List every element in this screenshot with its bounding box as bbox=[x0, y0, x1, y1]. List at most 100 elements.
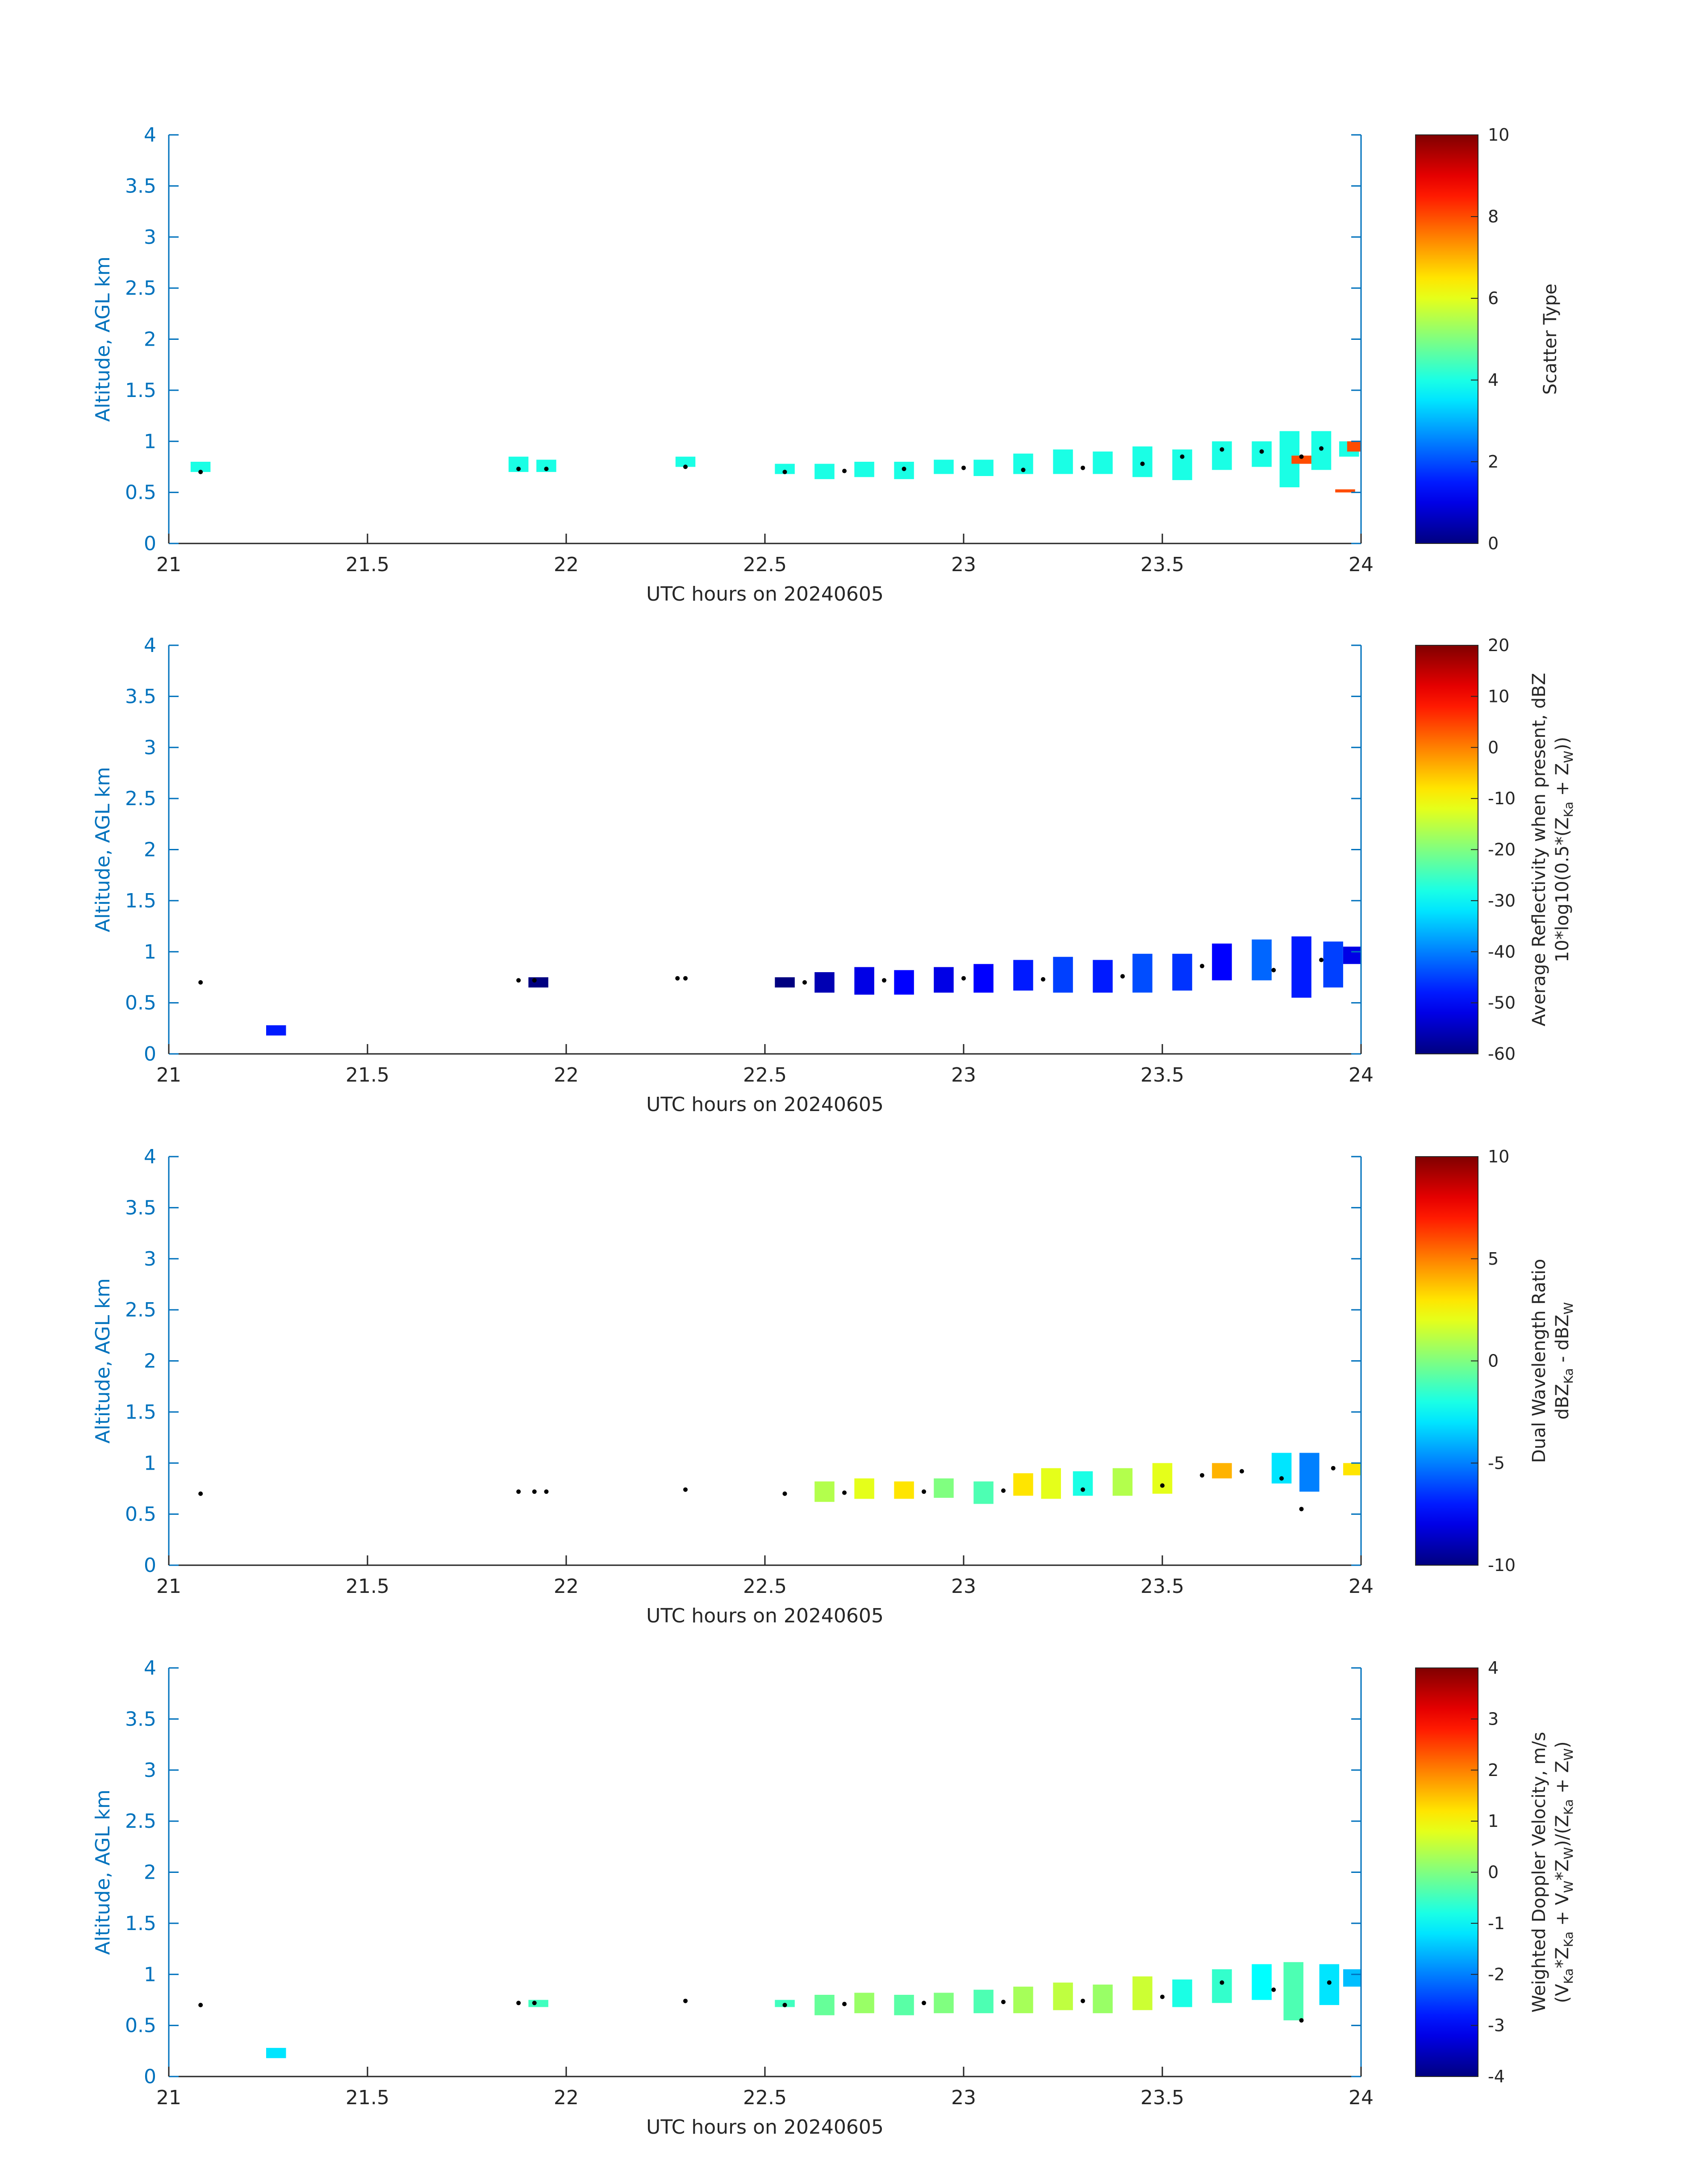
heatmap-cell bbox=[1252, 1964, 1272, 2000]
x-tick-label: 21.5 bbox=[346, 2086, 389, 2109]
colorbar-tick-label: 5 bbox=[1488, 1249, 1499, 1269]
x-tick-label: 21 bbox=[156, 553, 181, 576]
marker-dot bbox=[1299, 1507, 1304, 1512]
marker-dot bbox=[532, 2001, 537, 2006]
x-tick-label: 21 bbox=[156, 1575, 181, 1598]
heatmap-cell bbox=[973, 1989, 994, 2014]
marker-dot bbox=[532, 1489, 537, 1494]
colorbar-tick-label: -5 bbox=[1488, 1453, 1505, 1473]
y-tick-label: 0 bbox=[144, 1043, 156, 1066]
heatmap-cell bbox=[973, 964, 994, 993]
marker-dot bbox=[961, 976, 966, 981]
marker-dot bbox=[1200, 1473, 1204, 1478]
x-tick-label: 22 bbox=[554, 553, 579, 576]
colorbar-label: Average Reflectivity when present, dBZ bbox=[1529, 673, 1549, 1026]
heatmap-cell bbox=[1172, 449, 1192, 481]
x-axis-label: UTC hours on 20240605 bbox=[646, 583, 884, 606]
x-tick-label: 23.5 bbox=[1140, 1575, 1184, 1598]
y-tick-label: 2 bbox=[144, 1861, 156, 1884]
colorbar-label: Dual Wavelength Ratio bbox=[1529, 1259, 1549, 1463]
heatmap-cell bbox=[1343, 946, 1361, 964]
formula-part: )) bbox=[1552, 737, 1573, 751]
colorbar-tick-label: -40 bbox=[1488, 942, 1516, 961]
formula-part: - dBZ bbox=[1552, 1315, 1573, 1368]
heatmap-cell bbox=[1212, 441, 1232, 470]
heatmap-cell bbox=[934, 967, 954, 993]
marker-dot bbox=[683, 464, 688, 469]
heatmap-cell bbox=[266, 2047, 286, 2058]
heatmap-cell bbox=[1073, 1471, 1093, 1496]
marker-dot bbox=[1160, 1994, 1165, 1999]
heatmap-cell bbox=[1112, 1468, 1133, 1496]
heatmap-cell bbox=[814, 972, 835, 993]
x-axis-label: UTC hours on 20240605 bbox=[646, 2116, 884, 2139]
marker-dot bbox=[802, 980, 807, 985]
y-axis-label: Altitude, AGL km bbox=[92, 1278, 114, 1443]
marker-dot bbox=[198, 1491, 203, 1496]
formula-part: Ka bbox=[1561, 802, 1576, 817]
x-tick-label: 24 bbox=[1349, 1575, 1374, 1598]
y-tick-label: 4 bbox=[144, 634, 156, 657]
marker-dot bbox=[1279, 1476, 1284, 1481]
marker-dot bbox=[516, 467, 521, 471]
colorbar-tick-label: 6 bbox=[1488, 288, 1499, 308]
y-tick-label: 0.5 bbox=[125, 992, 156, 1015]
heatmap-cell bbox=[894, 970, 914, 995]
colorbar-formula: (VKa*ZKa + VW*ZW)/(ZKa + ZW) bbox=[1552, 1741, 1576, 2003]
x-tick-label: 22.5 bbox=[743, 553, 787, 576]
x-tick-label: 21.5 bbox=[346, 1064, 389, 1086]
formula-part: Ka bbox=[1561, 1368, 1576, 1384]
marker-dot bbox=[1299, 2018, 1304, 2023]
x-tick-label: 22 bbox=[554, 1575, 579, 1598]
marker-dot bbox=[683, 976, 688, 981]
colorbar-tick-label: 1 bbox=[1488, 1811, 1499, 1831]
y-tick-label: 4 bbox=[144, 124, 156, 146]
y-tick-label: 4 bbox=[144, 1145, 156, 1168]
formula-part: W bbox=[1561, 1847, 1576, 1859]
x-tick-label: 23.5 bbox=[1140, 1064, 1184, 1086]
marker-dot bbox=[1021, 468, 1026, 472]
marker-dot bbox=[516, 1489, 521, 1494]
marker-dot bbox=[882, 978, 886, 983]
x-tick-label: 21 bbox=[156, 1064, 181, 1086]
colorbar-tick-label: 0 bbox=[1488, 1351, 1499, 1371]
heatmap-cell bbox=[1343, 1463, 1361, 1475]
colorbar-tick-label: 2 bbox=[1488, 452, 1499, 472]
heatmap-cell bbox=[854, 462, 874, 477]
colorbar-tick-label: -10 bbox=[1488, 789, 1516, 808]
formula-part: Ka bbox=[1561, 1931, 1576, 1947]
x-tick-label: 22.5 bbox=[743, 1064, 787, 1086]
marker-dot bbox=[902, 467, 906, 471]
heatmap-cell bbox=[1335, 489, 1355, 493]
colorbar-tick-label: 4 bbox=[1488, 370, 1499, 390]
x-axis-label: UTC hours on 20240605 bbox=[646, 1093, 884, 1116]
x-tick-label: 23 bbox=[951, 1575, 976, 1598]
heatmap-cell bbox=[1172, 1979, 1192, 2007]
heatmap-cell bbox=[1291, 455, 1311, 464]
heatmap-cell bbox=[775, 464, 795, 474]
marker-dot bbox=[1299, 454, 1304, 459]
x-axis-label: UTC hours on 20240605 bbox=[646, 1605, 884, 1627]
colorbar-tick-label: -2 bbox=[1488, 1964, 1505, 1984]
colorbar-formula: dBZKa - dBZW bbox=[1552, 1302, 1576, 1420]
y-tick-label: 0 bbox=[144, 2065, 156, 2088]
marker-dot bbox=[1180, 454, 1185, 459]
marker-dot bbox=[675, 976, 680, 981]
marker-dot bbox=[1081, 1998, 1085, 2003]
heatmap-cell bbox=[1093, 451, 1113, 474]
colorbar-tick-label: 10 bbox=[1488, 125, 1509, 145]
y-tick-label: 2.5 bbox=[125, 1810, 156, 1833]
heatmap-cell bbox=[894, 1995, 914, 2015]
marker-dot bbox=[544, 467, 549, 471]
y-tick-label: 2 bbox=[144, 328, 156, 351]
marker-dot bbox=[1081, 1487, 1085, 1492]
colorbar-tick-label: 10 bbox=[1488, 686, 1509, 706]
marker-dot bbox=[842, 468, 847, 473]
colorbar-tick-label: 3 bbox=[1488, 1709, 1499, 1729]
y-tick-label: 0.5 bbox=[125, 481, 156, 504]
colorbar-tick-label: -3 bbox=[1488, 2016, 1505, 2035]
formula-part: (V bbox=[1552, 1984, 1573, 2003]
heatmap-cell bbox=[1053, 449, 1073, 474]
